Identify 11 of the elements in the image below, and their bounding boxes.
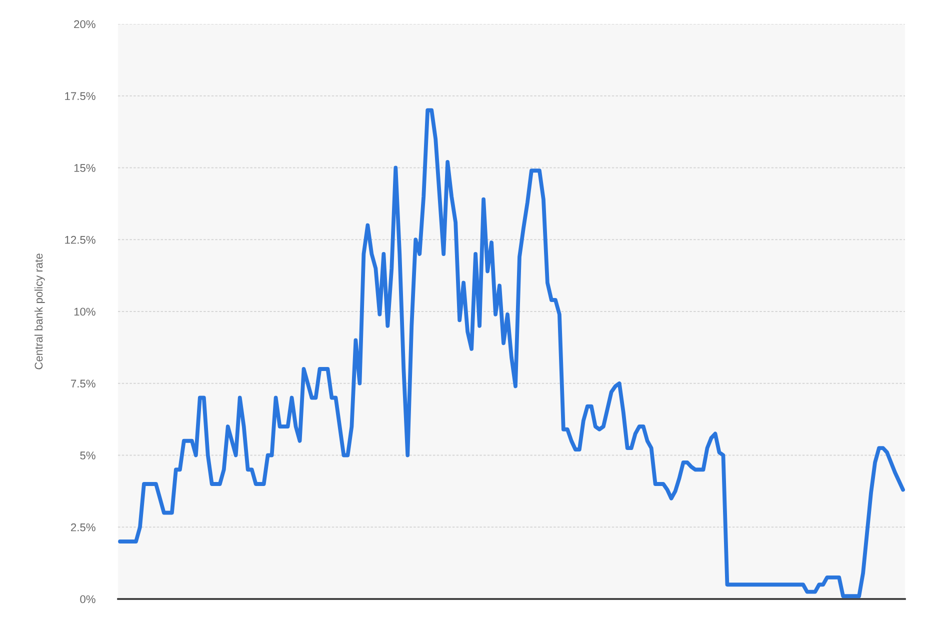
y-tick-label: 15% — [74, 164, 96, 172]
y-tick-label: 0% — [80, 595, 96, 604]
y-tick-label: 12.5% — [65, 236, 96, 244]
y-tick-label: 10% — [74, 308, 96, 316]
y-tick-label: 7.5% — [71, 380, 96, 388]
y-axis-title: Central bank policy rate — [34, 254, 45, 370]
line-series — [118, 108, 905, 598]
y-tick-label: 17.5% — [65, 92, 96, 100]
y-tick-label: 5% — [80, 452, 96, 460]
y-tick-label: 20% — [74, 20, 96, 28]
y-tick-label: 2.5% — [71, 523, 96, 532]
